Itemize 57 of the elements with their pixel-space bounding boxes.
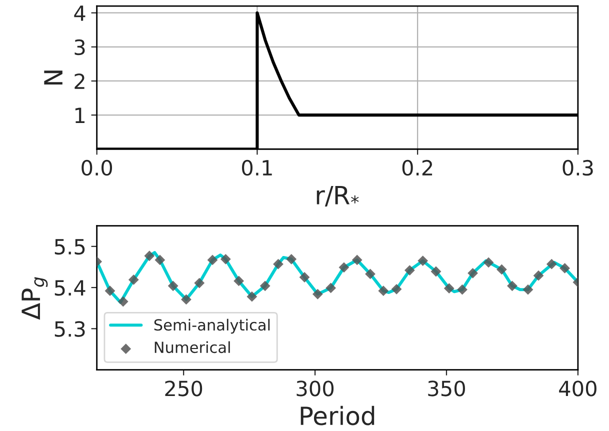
point	[273, 258, 284, 270]
y-tick-label: 5.5	[54, 239, 85, 255]
x-tick-label: 350	[428, 380, 465, 396]
point	[312, 288, 323, 300]
point	[560, 263, 570, 274]
point	[299, 272, 310, 282]
point	[338, 262, 350, 273]
point	[104, 286, 116, 296]
point	[181, 294, 192, 305]
point	[207, 254, 218, 266]
point	[496, 264, 507, 275]
point	[391, 284, 402, 294]
x-tick-label: 0.2	[402, 160, 432, 176]
y-tick-label: 5.4	[54, 280, 86, 296]
point	[468, 268, 478, 278]
point	[365, 268, 376, 280]
y-tick-label: 5.3	[54, 321, 85, 337]
point	[220, 254, 231, 264]
point	[522, 284, 534, 295]
point	[533, 270, 544, 281]
point	[154, 254, 166, 266]
y-axis-title: ΔP$_{g}$	[22, 277, 48, 320]
point	[144, 250, 155, 262]
point	[118, 296, 128, 307]
y-axis-title: N	[44, 70, 62, 84]
x-tick-label: 300	[296, 380, 334, 396]
point	[444, 283, 454, 294]
legend-label: Numerical	[154, 341, 230, 354]
point	[457, 284, 468, 295]
y-tick-label: 1	[75, 108, 84, 123]
x-axis-title: r/R$_{*}$	[316, 186, 359, 207]
y-tick-label: 4	[74, 6, 86, 21]
point	[128, 274, 139, 285]
x-tick-label: 400	[559, 380, 596, 396]
point	[483, 257, 494, 268]
x-tick-label: 0.3	[562, 160, 593, 176]
legend-label: Semi-analytical	[154, 318, 270, 334]
point	[326, 282, 336, 294]
point	[234, 276, 244, 286]
point	[260, 280, 270, 292]
y-tick-label: 3	[74, 39, 85, 56]
point	[507, 280, 518, 292]
x-tick-label: 0.1	[242, 160, 272, 176]
point	[352, 254, 362, 266]
point	[404, 265, 415, 276]
x-axis-title: Period	[300, 406, 374, 426]
point	[430, 266, 442, 277]
point	[246, 291, 258, 302]
x-tick-label: 250	[165, 380, 202, 396]
point	[418, 256, 428, 266]
point	[546, 258, 557, 270]
point	[286, 254, 297, 264]
point	[378, 286, 389, 296]
point	[194, 278, 205, 288]
y-tick-label: 2	[74, 73, 84, 89]
point	[168, 280, 178, 292]
x-tick-label: 0.0	[82, 160, 112, 176]
